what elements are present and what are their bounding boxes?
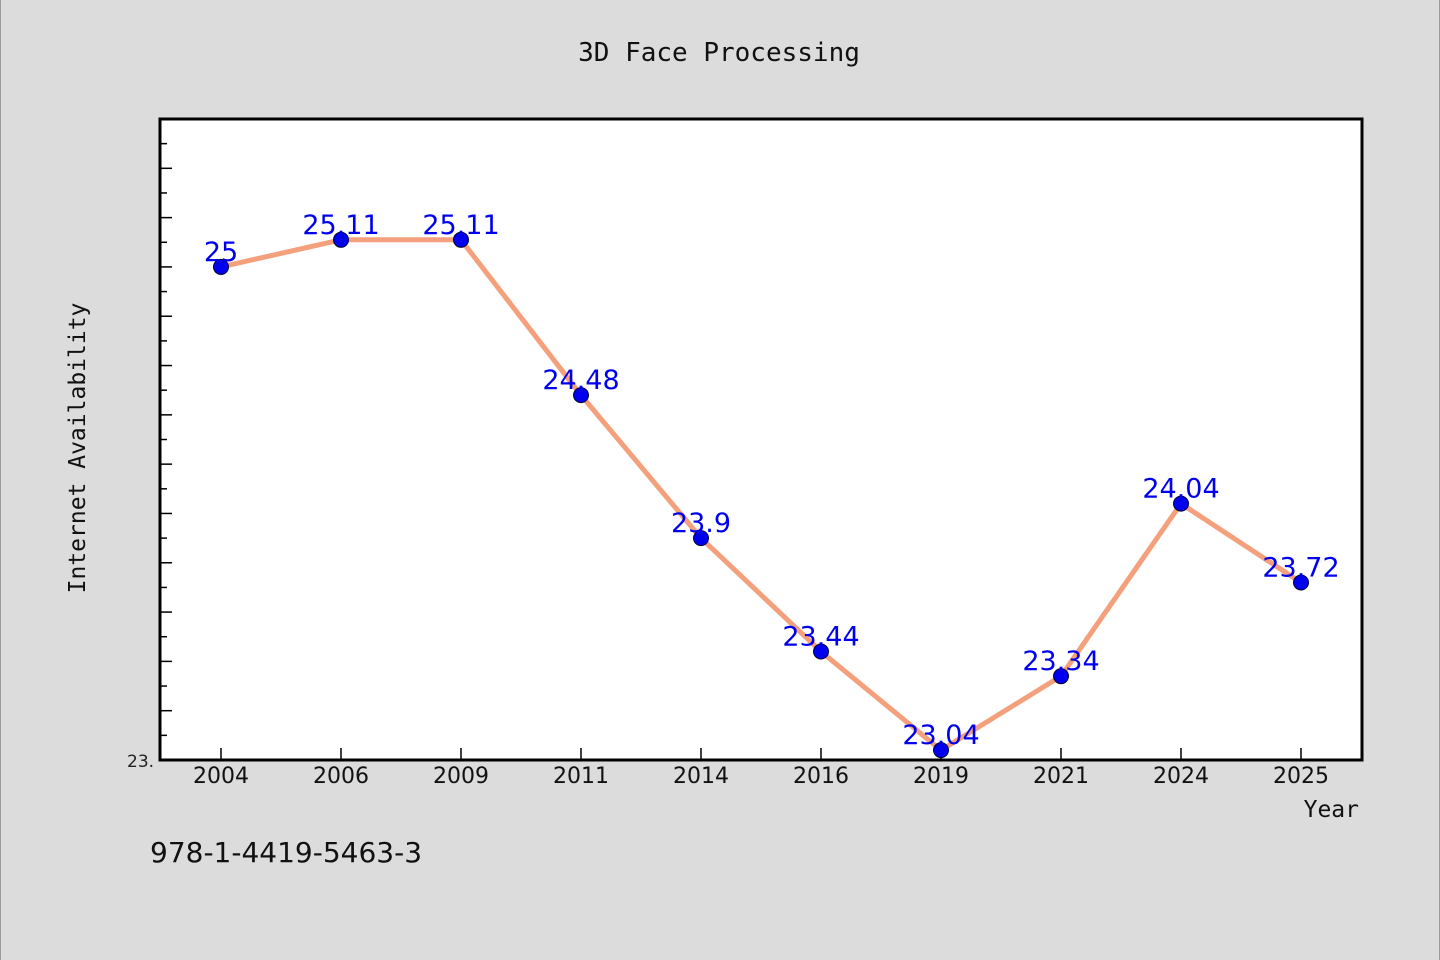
data-label: 23.44 bbox=[782, 622, 859, 653]
x-tick-label: 2024 bbox=[1153, 764, 1209, 789]
data-point bbox=[813, 643, 829, 660]
x-axis-tick-labels: 2004 2006 2009 2011 2014 2016 2019 2021 2024 2025 bbox=[193, 764, 1329, 789]
data-label: 24.04 bbox=[1142, 474, 1219, 505]
data-label: 23.9 bbox=[671, 508, 731, 539]
data-labels: 25 25.11 25.11 24.48 23.9 23.44 23.04 23.34 24.0… bbox=[204, 210, 1340, 751]
x-tick-label: 2004 bbox=[193, 764, 249, 789]
y-axis-label: Internet Availability bbox=[65, 303, 91, 594]
y-tick-label: 23. bbox=[127, 752, 154, 772]
x-tick-label: 2011 bbox=[553, 764, 609, 789]
x-tick-label: 2014 bbox=[673, 764, 729, 789]
data-label: 23.04 bbox=[902, 720, 979, 751]
y-axis-ticks bbox=[160, 118, 172, 761]
x-tick-label: 2019 bbox=[913, 764, 969, 789]
x-tick-label: 2025 bbox=[1273, 764, 1329, 789]
x-tick-label: 2009 bbox=[433, 764, 489, 789]
x-axis-label: Year bbox=[1304, 797, 1359, 823]
data-point bbox=[1173, 495, 1189, 512]
data-label: 25.11 bbox=[302, 210, 379, 241]
data-label: 24.48 bbox=[542, 365, 619, 396]
data-point bbox=[573, 387, 589, 404]
data-point bbox=[213, 258, 229, 275]
data-point bbox=[333, 231, 349, 248]
data-label: 25 bbox=[204, 237, 238, 268]
isbn-text: 978-1-4419-5463-3 bbox=[150, 836, 422, 869]
series-line bbox=[218, 237, 1304, 753]
x-tick-label: 2021 bbox=[1033, 764, 1089, 789]
data-point bbox=[1053, 668, 1069, 685]
data-label: 23.72 bbox=[1262, 552, 1339, 583]
data-label: 25.11 bbox=[422, 210, 499, 241]
data-point bbox=[453, 231, 469, 248]
chart-title: 3D Face Processing bbox=[578, 38, 860, 68]
data-point bbox=[1293, 574, 1309, 591]
data-markers bbox=[213, 231, 1309, 759]
x-tick-label: 2016 bbox=[793, 764, 849, 789]
plot-area bbox=[158, 117, 1364, 762]
data-label: 23.34 bbox=[1022, 646, 1099, 677]
data-point bbox=[933, 742, 949, 759]
data-point bbox=[693, 530, 709, 547]
x-tick-label: 2006 bbox=[313, 764, 369, 789]
